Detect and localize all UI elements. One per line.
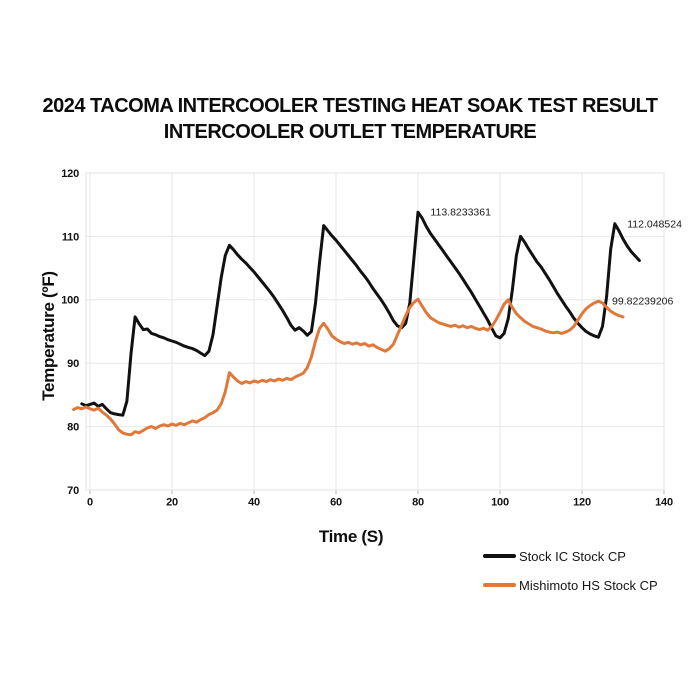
y-tick-label: 100 [61,295,79,307]
legend-item-mishimoto: Mishimoto HS Stock CP [483,577,658,593]
x-tick-label: 100 [491,497,509,509]
x-tick-label: 80 [412,497,424,509]
legend-label-mishimoto: Mishimoto HS Stock CP [519,577,658,593]
annotation-label: 113.8233361 [430,206,491,218]
y-axis-title: Temperature (ºF) [39,271,58,401]
chart-title-line2: INTERCOOLER OUTLET TEMPERATURE [163,121,537,143]
y-tick-label: 110 [62,231,79,243]
y-tick-label: 80 [67,421,79,433]
legend-swatch-mishimoto [483,582,516,588]
chart-title: 2024 TACOMA INTERCOOLER TESTING HEAT SOA… [0,93,700,145]
x-tick-label: 120 [573,497,591,509]
y-tick-label: 90 [67,358,79,370]
x-tick-label: 140 [655,497,673,509]
chart-title-line1: 2024 TACOMA INTERCOOLER TESTING HEAT SOA… [42,95,658,117]
legend-swatch-stock [483,553,516,559]
y-tick-label: 120 [61,168,79,180]
annotation-label: 112.048524 [627,218,682,230]
plot-area-border [85,172,665,491]
x-tick-label: 40 [248,497,260,509]
gridlines [86,172,665,494]
axis-tick-labels: 70 80 90 100 110 120 0 20 40 60 80 100 120 140 [61,168,673,509]
plot-border [85,172,665,491]
data-annotations: 113.8233361 112.048524 99.82239206 [430,206,682,307]
data-series [72,210,641,437]
legend-item-stock: Stock IC Stock CP [483,548,658,564]
x-axis-title: Time (S) [318,527,384,546]
series-line-mishimoto-hs-stock-cp [72,297,625,437]
x-tick-label: 20 [166,497,178,509]
x-tick-label: 60 [330,497,342,509]
y-tick-label: 70 [67,485,79,497]
x-tick-label: 0 [87,497,93,509]
series-line-stock-ic-stock-cp [80,210,641,417]
legend: Stock IC Stock CP Mishimoto HS Stock CP [483,549,658,607]
legend-label-stock: Stock IC Stock CP [519,548,626,564]
annotation-label: 99.82239206 [612,296,673,308]
